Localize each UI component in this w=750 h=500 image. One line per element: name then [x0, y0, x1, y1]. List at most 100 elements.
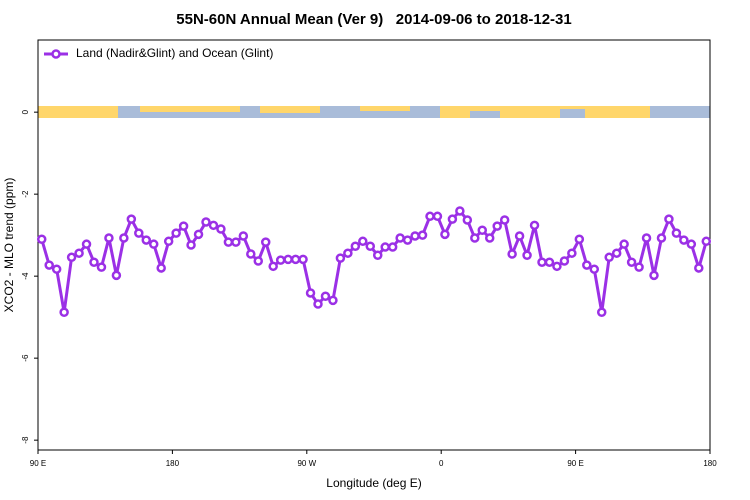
point — [626, 257, 637, 267]
point — [574, 234, 585, 245]
point — [141, 235, 152, 245]
point — [298, 254, 308, 265]
point — [246, 249, 256, 259]
point — [36, 234, 47, 245]
point — [522, 250, 532, 260]
point — [402, 235, 413, 245]
point — [694, 263, 704, 273]
point — [358, 236, 368, 247]
y-axis-label: XCO2 - MLO trend (ppm) — [2, 178, 16, 313]
point — [596, 307, 607, 317]
plot-frame — [37, 39, 711, 451]
point — [425, 211, 435, 222]
point — [51, 264, 62, 274]
point — [260, 237, 271, 247]
point — [372, 250, 383, 260]
point — [567, 248, 577, 258]
point — [582, 260, 592, 270]
point — [268, 261, 278, 272]
x-tick-label: 180 — [703, 459, 717, 468]
point — [447, 214, 458, 224]
map-strip — [38, 106, 710, 118]
point — [119, 233, 129, 243]
point — [171, 228, 181, 238]
point — [96, 262, 107, 272]
point — [387, 242, 398, 252]
point — [156, 263, 166, 273]
point — [634, 262, 644, 272]
point — [462, 215, 473, 225]
point — [537, 257, 547, 267]
point — [701, 236, 712, 247]
point — [484, 233, 495, 243]
point — [552, 261, 562, 272]
point — [589, 264, 600, 274]
point — [380, 242, 390, 252]
point — [619, 239, 629, 249]
point — [231, 237, 241, 247]
point — [611, 248, 622, 258]
point — [216, 224, 226, 234]
point — [328, 295, 338, 306]
point — [559, 256, 570, 266]
point — [499, 215, 510, 225]
y-tick-label: -8 — [21, 436, 30, 444]
point — [492, 221, 502, 231]
point — [470, 233, 480, 243]
point — [81, 239, 92, 249]
y-tick-label: 0 — [21, 109, 30, 114]
y-tick-label: -2 — [21, 190, 30, 198]
line — [40, 208, 708, 313]
point — [148, 239, 159, 249]
point — [365, 241, 376, 251]
x-tick-label: 180 — [166, 459, 180, 468]
point — [313, 299, 323, 309]
point — [126, 214, 137, 224]
point — [208, 220, 219, 231]
point — [641, 233, 652, 243]
point — [350, 241, 361, 251]
point — [604, 252, 614, 263]
point — [290, 254, 301, 265]
point — [275, 255, 286, 265]
point — [395, 233, 405, 243]
point — [544, 257, 555, 267]
legend-marker — [51, 49, 61, 59]
point — [455, 206, 465, 216]
x-axis-label: Longitude (deg E) — [326, 476, 421, 490]
x-tick-label: 0 — [439, 459, 444, 468]
x-tick-label: 90 E — [567, 459, 583, 468]
point — [283, 254, 293, 265]
point — [186, 240, 196, 250]
point — [178, 221, 189, 231]
point — [163, 236, 174, 247]
point — [343, 248, 353, 258]
point — [679, 235, 689, 245]
x-tick-label: 90 W — [297, 459, 316, 468]
point — [664, 214, 674, 224]
point — [417, 230, 428, 240]
point — [440, 229, 450, 240]
point — [89, 257, 99, 267]
point — [320, 291, 331, 301]
x-tick-label: 90 E — [30, 459, 46, 468]
point — [253, 256, 264, 266]
point — [74, 248, 84, 258]
point — [223, 237, 234, 247]
chart-title: 55N-60N Annual Mean (Ver 9) 2014-09-06 t… — [176, 11, 571, 28]
point — [66, 252, 77, 263]
point — [201, 217, 211, 227]
point — [238, 231, 249, 241]
point — [432, 211, 443, 222]
point — [649, 270, 659, 281]
point — [529, 220, 540, 231]
point — [44, 260, 54, 270]
point — [410, 231, 420, 241]
point — [477, 225, 488, 235]
point — [671, 228, 682, 238]
legend-label: Land (Nadir&Glint) and Ocean (Glint) — [76, 46, 273, 60]
point — [59, 307, 69, 317]
point — [104, 233, 114, 243]
